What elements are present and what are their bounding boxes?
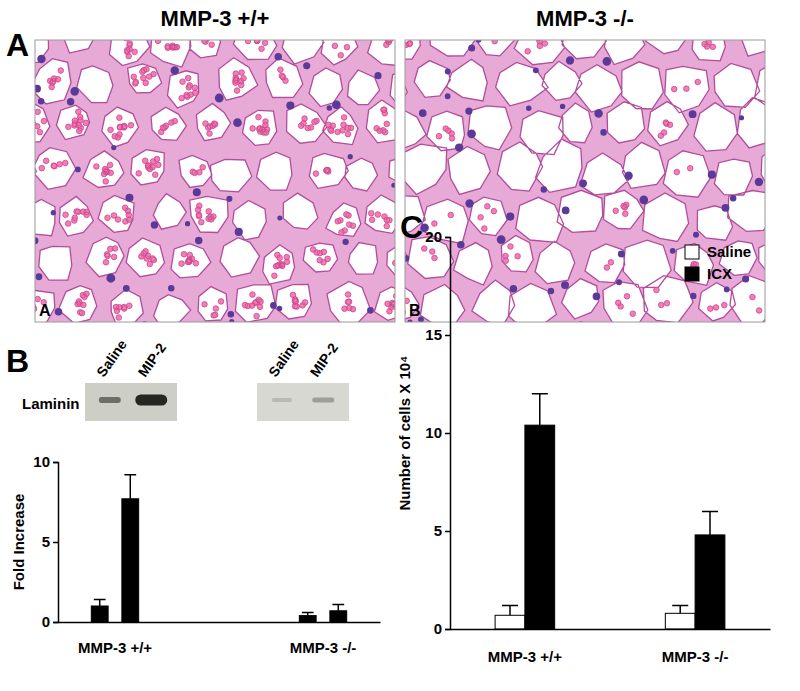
- axis-line: [451, 629, 771, 631]
- panel-label: C: [400, 209, 423, 245]
- bar: [695, 535, 725, 629]
- histology-image: [35, 40, 395, 322]
- plot-area: [91, 475, 346, 622]
- tick-label: 10: [33, 453, 50, 470]
- blot-band: [99, 397, 121, 403]
- histology-image: [405, 40, 765, 322]
- lane-label: Saline: [93, 337, 130, 380]
- y-axis: 0 5 10 15 20: [425, 228, 450, 637]
- tick: 0: [42, 613, 58, 630]
- error-bar: [332, 604, 344, 610]
- panel-label: A: [6, 27, 29, 63]
- y-axis: 0 5 10: [33, 453, 58, 630]
- error-bar: [124, 475, 136, 499]
- error-bar: [672, 605, 688, 613]
- tick-mark: [445, 629, 450, 631]
- legend-label: Saline: [707, 243, 751, 260]
- tick: 5: [42, 533, 58, 550]
- alveoli: [35, 40, 395, 322]
- tick: MMP-3 +/+: [488, 629, 562, 665]
- lane-label: MIP-2: [135, 340, 170, 380]
- tick: 10: [425, 424, 450, 441]
- tick-label: 0: [42, 613, 50, 630]
- category-label: MMP-3 +/+: [488, 648, 562, 665]
- tick: MMP-3 +/+: [78, 622, 152, 656]
- error-bar: [702, 511, 718, 535]
- tick: 0: [434, 620, 450, 637]
- lane-label: MIP-2: [307, 340, 342, 380]
- tick-mark: [445, 335, 450, 337]
- figure: AMMP-3 +/+AMMP-3 -/-BBLamininSalineMIP-2…: [0, 0, 800, 691]
- tick: 10: [33, 453, 58, 470]
- error-bar: [532, 394, 548, 425]
- blot-label: Laminin: [22, 395, 80, 412]
- tick-mark: [53, 462, 58, 464]
- blot-membrane: [257, 383, 349, 421]
- legend-swatch: [685, 267, 699, 281]
- plot-area: [495, 394, 725, 629]
- tick-label: 0: [434, 620, 442, 637]
- tick-label: 5: [434, 522, 442, 539]
- error-bar: [502, 605, 518, 615]
- axis-line: [59, 622, 381, 624]
- image-label: A: [39, 302, 51, 319]
- tick-mark: [53, 622, 58, 624]
- axis-title: Number of cells X 10⁴: [396, 356, 413, 511]
- tick: 15: [425, 326, 450, 343]
- category-label: MMP-3 -/-: [290, 639, 357, 656]
- tick-label: 5: [42, 533, 50, 550]
- axis-title: Fold Increase: [10, 494, 27, 591]
- nuclei: [405, 40, 765, 322]
- tick-mark: [53, 542, 58, 544]
- bar: [665, 613, 695, 629]
- bar: [525, 425, 555, 629]
- tick-mark: [445, 531, 450, 533]
- blot-membrane: [85, 383, 177, 421]
- legend-label: ICX: [707, 265, 732, 282]
- bar: [91, 606, 108, 622]
- bar-chart: 0 5 10 15 20 MMP-3 +/+ MMP-3 -/- Number of cell…: [396, 228, 771, 664]
- image-border: [405, 40, 765, 322]
- axis-line: [445, 238, 451, 630]
- legend-swatch: [685, 245, 699, 259]
- lane-label: Saline: [265, 337, 302, 380]
- axis-line: [53, 463, 59, 623]
- tick: 20: [425, 228, 450, 245]
- panel-label: B: [6, 343, 29, 379]
- category-label: MMP-3 -/-: [662, 648, 729, 665]
- tick-label: 20: [425, 228, 442, 245]
- category-label: MMP-3 +/+: [78, 639, 152, 656]
- image-title: MMP-3 -/-: [536, 6, 634, 31]
- image-label: B: [409, 302, 421, 319]
- image-border: [35, 40, 395, 322]
- bar: [330, 611, 347, 622]
- bar: [299, 616, 316, 622]
- bar-chart: 0 5 10 MMP-3 +/+ MMP-3 -/- Fold Increase: [10, 453, 381, 655]
- error-bar: [302, 612, 314, 615]
- tick: MMP-3 -/-: [662, 629, 729, 665]
- tick-label: 10: [425, 424, 442, 441]
- tick-label: 15: [425, 326, 442, 343]
- tick-mark: [445, 433, 450, 435]
- blot-band: [312, 398, 334, 403]
- blot-band: [272, 398, 292, 402]
- bar: [495, 615, 525, 629]
- tick: MMP-3 -/-: [290, 622, 357, 656]
- x-axis: MMP-3 +/+ MMP-3 -/-: [59, 622, 381, 656]
- image-title: MMP-3 +/+: [161, 6, 270, 31]
- error-bar: [94, 600, 106, 606]
- x-axis: MMP-3 +/+ MMP-3 -/-: [451, 629, 771, 665]
- red-blood-cells: [405, 40, 765, 322]
- tick: 5: [434, 522, 450, 539]
- bar: [122, 499, 139, 622]
- nuclei: [35, 40, 395, 322]
- red-blood-cells: [35, 40, 395, 322]
- tick-mark: [445, 237, 450, 239]
- blot-band: [135, 395, 167, 406]
- legend: Saline ICX: [685, 243, 751, 282]
